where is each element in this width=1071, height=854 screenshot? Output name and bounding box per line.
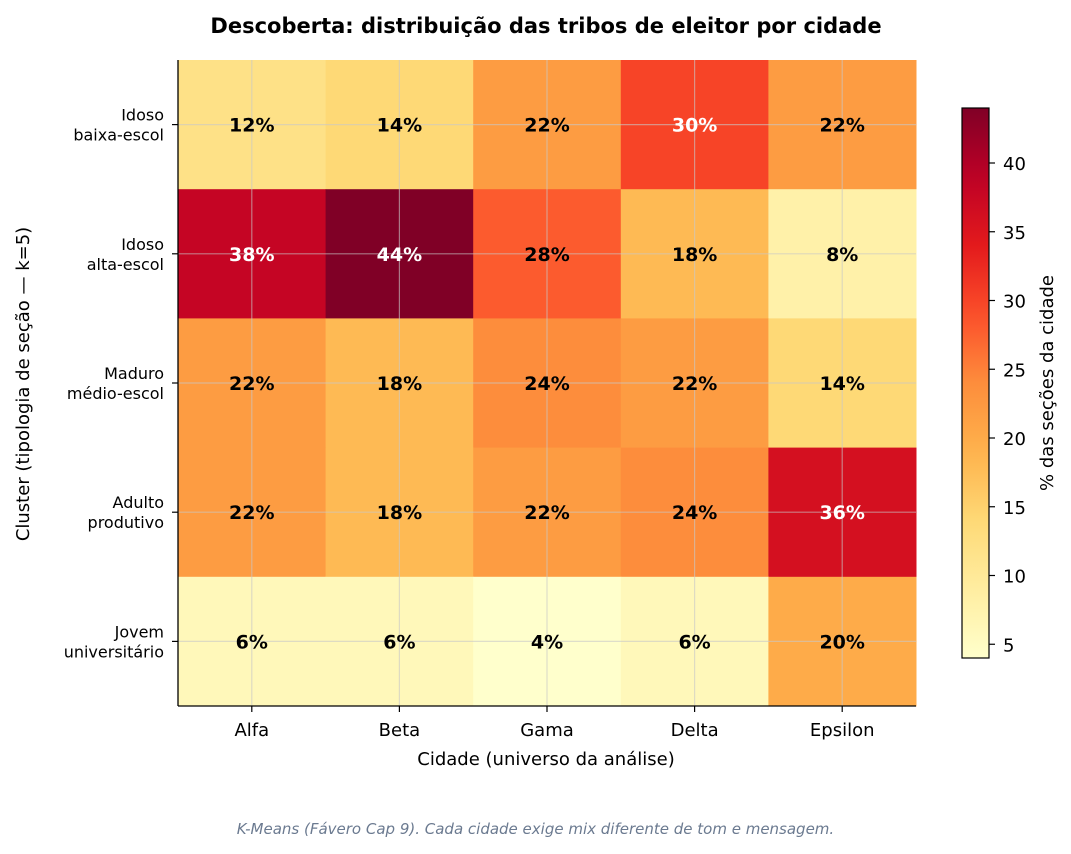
cell-value-label: 24% xyxy=(524,373,569,395)
y-tick-label: Idoso baixa-escol xyxy=(73,106,164,145)
cell-value-label: 18% xyxy=(377,373,422,395)
cell-value-label: 8% xyxy=(826,244,858,266)
x-tick-label: Gama xyxy=(520,720,574,741)
colorbar-tick-label: 35 xyxy=(1003,223,1026,244)
cell-value-label: 22% xyxy=(819,115,864,137)
cell-value-label: 4% xyxy=(531,631,563,653)
cell-value-label: 6% xyxy=(678,631,710,653)
cell-value-label: 6% xyxy=(236,631,268,653)
cell-labels: 12% 14% 22% 30% 22% 38% 44% 28% 18% 8% 22% 18% 24% 22… xyxy=(229,115,865,654)
y-axis-label: Cluster (tipologia de seção — k=5) xyxy=(13,227,34,541)
x-axis-label: Cidade (universo da análise) xyxy=(417,749,674,770)
cell-value-label: 12% xyxy=(229,115,274,137)
colorbar-tick-label: 20 xyxy=(1003,429,1026,450)
colorbar-tick-label: 10 xyxy=(1003,567,1026,588)
cell-value-label: 22% xyxy=(229,502,274,524)
cell-value-label: 20% xyxy=(819,631,864,653)
cell-value-label: 6% xyxy=(383,631,415,653)
cell-value-label: 14% xyxy=(377,115,422,137)
colorbar-tick-label: 25 xyxy=(1003,360,1026,381)
cell-value-label: 36% xyxy=(819,502,864,524)
cell-value-label: 22% xyxy=(229,373,274,395)
y-tick-label: Jovem universitário xyxy=(64,622,164,661)
cell-value-label: 22% xyxy=(524,502,569,524)
cell-value-label: 38% xyxy=(229,244,274,266)
figure-caption: K-Means (Fávero Cap 9). Cada cidade exig… xyxy=(236,820,835,838)
y-tick-label: Idoso alta-escol xyxy=(87,235,164,274)
cell-value-label: 28% xyxy=(524,244,569,266)
cell-value-label: 18% xyxy=(377,502,422,524)
cell-value-label: 44% xyxy=(377,244,422,266)
cell-value-label: 22% xyxy=(672,373,717,395)
x-tick-label: Epsilon xyxy=(810,720,875,741)
grid-lines xyxy=(178,60,916,706)
colorbar-tick-label: 15 xyxy=(1003,498,1026,519)
x-tick-label: Alfa xyxy=(234,720,269,741)
colorbar: 5 10 15 20 25 30 35 40 xyxy=(961,107,1026,659)
colorbar-tick-label: 40 xyxy=(1003,154,1026,175)
chart-title: Descoberta: distribuição das tribos de e… xyxy=(210,14,881,38)
cell-value-label: 18% xyxy=(672,244,717,266)
colorbar-label: % das seções da cidade xyxy=(1037,275,1058,491)
x-tick-label: Delta xyxy=(671,720,719,741)
y-tick-label: Adulto produtivo xyxy=(88,493,164,532)
colorbar-tick-label: 5 xyxy=(1003,635,1014,656)
cell-value-label: 24% xyxy=(672,502,717,524)
cell-value-label: 22% xyxy=(524,115,569,137)
axes: Alfa Beta Gama Delta Epsilon Idoso baixa-escol… xyxy=(64,60,916,741)
x-tick-label: Beta xyxy=(379,720,421,741)
cell-value-label: 30% xyxy=(672,115,717,137)
colorbar-tick-label: 30 xyxy=(1003,292,1026,313)
cell-value-label: 14% xyxy=(819,373,864,395)
y-tick-label: Maduro médio-escol xyxy=(67,364,164,403)
colorbar-gradient xyxy=(961,107,990,659)
